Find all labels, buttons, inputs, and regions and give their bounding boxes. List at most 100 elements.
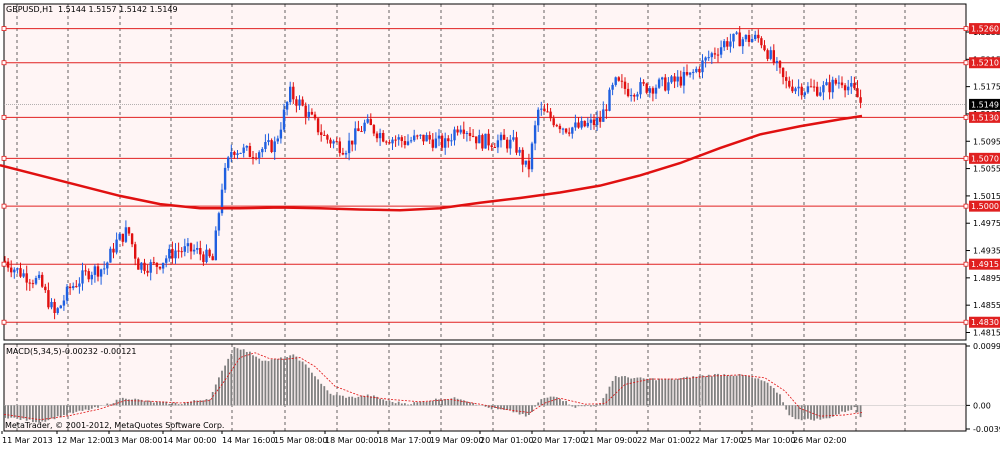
candle-body <box>791 86 794 92</box>
candle-body <box>413 135 416 141</box>
candle-body <box>137 258 140 270</box>
candle-body <box>28 282 31 284</box>
candle-body <box>158 266 162 269</box>
level-handle[interactable] <box>963 114 969 120</box>
level-price-label: 1.5210 <box>971 59 999 68</box>
candle-body <box>19 268 22 277</box>
candle-body <box>456 129 459 133</box>
candle-body <box>819 92 822 96</box>
candle-body <box>828 82 831 93</box>
level-handle[interactable] <box>963 319 969 325</box>
candle-body <box>735 32 738 34</box>
candle-body <box>202 254 205 263</box>
candle-body <box>140 262 143 270</box>
candle-body <box>800 86 803 96</box>
level-handle[interactable] <box>1 261 7 267</box>
current-price-tag <box>969 98 1000 110</box>
candle-body <box>490 145 493 147</box>
candle-body <box>152 262 155 264</box>
candle-body <box>651 88 655 94</box>
candle-body <box>614 77 617 85</box>
macd-y-tick-label: 0.00993 <box>973 342 1000 351</box>
candle-body <box>515 137 518 153</box>
candle-body <box>37 274 41 279</box>
macd-y-tick-label: -0.00395 <box>973 425 1000 434</box>
candle-body <box>487 133 490 146</box>
candle-body <box>31 283 35 285</box>
candle-body <box>149 262 152 273</box>
candle-body <box>754 34 757 40</box>
y-tick-label: 1.5175 <box>973 83 1000 92</box>
candle-body <box>121 233 124 242</box>
macd-title: MACD(5,34,5) <box>6 347 62 356</box>
candle-body <box>599 117 602 122</box>
candle-body <box>264 142 267 149</box>
macd-y-tick-label: 0.00 <box>973 401 991 410</box>
level-handle[interactable] <box>1 203 7 209</box>
candle-body <box>338 141 341 153</box>
candle-body <box>68 286 72 289</box>
candle-body <box>853 83 856 89</box>
candle-body <box>738 32 741 47</box>
candle-body <box>372 125 376 134</box>
candle-body <box>543 108 546 112</box>
candle-body <box>654 87 658 94</box>
level-handle[interactable] <box>1 114 7 120</box>
candle-body <box>564 128 568 133</box>
candle-body <box>825 82 828 86</box>
candle-body <box>524 160 527 165</box>
level-handle[interactable] <box>963 155 969 161</box>
candle-body <box>589 119 593 123</box>
candle-body <box>512 137 515 140</box>
candle-body <box>41 274 44 287</box>
candle-body <box>670 76 673 83</box>
candle-body <box>552 118 555 126</box>
candle-body <box>633 95 636 97</box>
candle-body <box>351 140 354 145</box>
level-handle[interactable] <box>963 60 969 66</box>
candle-body <box>270 140 273 153</box>
level-handle[interactable] <box>1 319 7 325</box>
x-tick-label: 12 Mar 12:00 <box>57 436 110 445</box>
candle-body <box>273 141 276 153</box>
candle-body <box>726 41 729 47</box>
candle-body <box>447 138 450 142</box>
level-handle[interactable] <box>963 261 969 267</box>
candle-body <box>605 109 608 111</box>
indicator-pane-border <box>3 343 967 432</box>
level-handle[interactable] <box>963 26 969 31</box>
macd-values: -0.00232 -0.00121 <box>62 347 136 356</box>
candle-body <box>530 143 534 170</box>
candle-body <box>106 262 109 269</box>
candle-body <box>78 283 81 287</box>
candle-body <box>323 134 326 136</box>
candle-body <box>475 136 478 144</box>
level-price-label: 1.5000 <box>971 202 999 211</box>
candle-body <box>772 50 775 63</box>
level-price-tag <box>969 152 1000 164</box>
candle-body <box>375 133 379 139</box>
candle-body <box>713 53 717 55</box>
candle-body <box>406 141 410 145</box>
candle-body <box>75 286 78 288</box>
candle-body <box>698 68 701 73</box>
candle-body <box>134 244 137 259</box>
level-handle[interactable] <box>1 155 7 161</box>
candle-body <box>440 135 444 148</box>
candle-body <box>527 160 531 170</box>
candle-body <box>84 270 87 272</box>
level-handle[interactable] <box>1 60 7 66</box>
candle-body <box>695 68 698 72</box>
level-handle[interactable] <box>963 203 969 209</box>
candle-body <box>502 134 506 140</box>
x-tick-label: 14 Mar 16:00 <box>222 436 275 445</box>
candle-body <box>611 84 614 90</box>
level-price-label: 1.4915 <box>971 260 999 269</box>
candle-body <box>62 300 66 306</box>
candle-body <box>285 102 289 110</box>
level-handle[interactable] <box>1 26 7 31</box>
candle-body <box>688 72 692 75</box>
candle-body <box>521 149 524 165</box>
candle-body <box>388 142 391 144</box>
